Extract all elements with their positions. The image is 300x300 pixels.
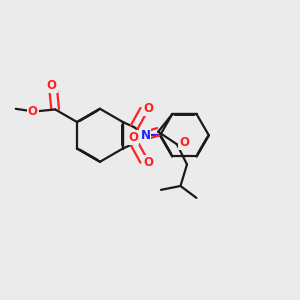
Text: O: O: [28, 105, 38, 118]
Text: O: O: [128, 131, 138, 144]
Text: O: O: [143, 156, 153, 169]
Text: O: O: [143, 102, 153, 115]
Text: O: O: [179, 136, 189, 149]
Text: N: N: [140, 129, 150, 142]
Text: O: O: [47, 79, 57, 92]
